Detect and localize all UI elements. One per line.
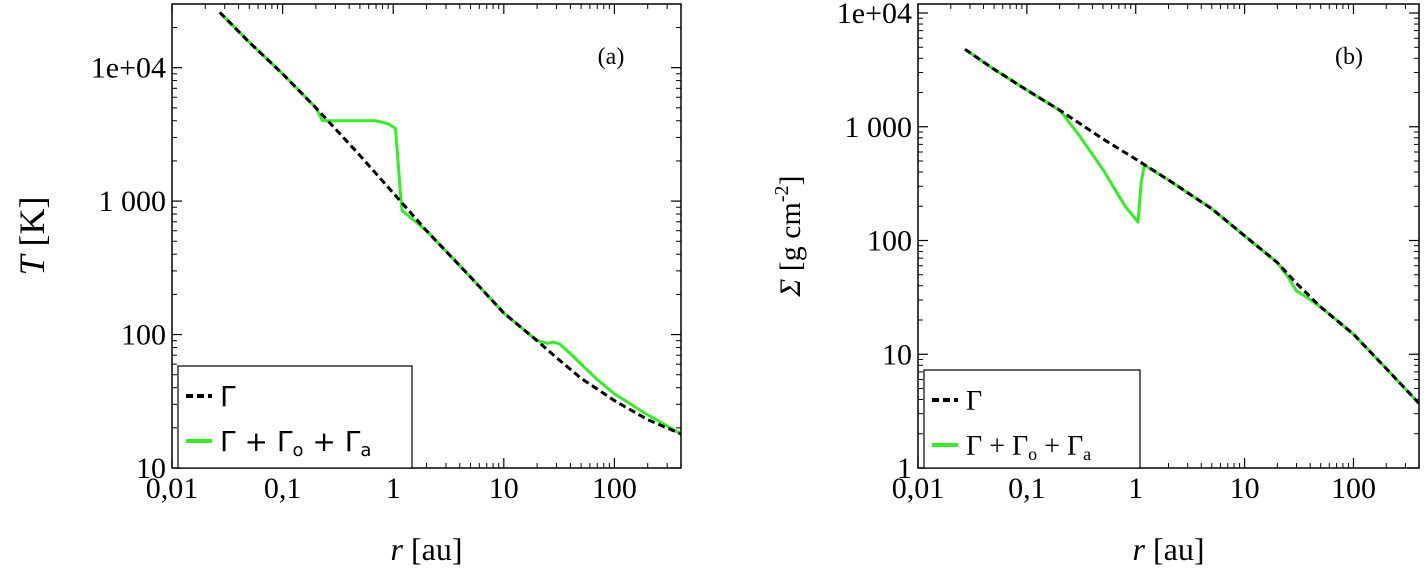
panel-label: (b): [1335, 44, 1363, 70]
y-tick-label: 100: [867, 225, 912, 258]
x-tick-label: 0,01: [146, 472, 199, 505]
y-axis-title: T [K]: [12, 196, 52, 275]
legend-label: Γ + Γo + Γa: [220, 425, 371, 461]
legend-label: Γ: [966, 386, 982, 417]
x-tick-label: 10: [489, 472, 519, 505]
chart-panel-a: 0,01 0,1 1 10 100 10 100 1 000 1e+04 (a) r [au] T […: [12, 3, 682, 567]
legend-box: [177, 365, 413, 469]
x-tick-label: 1: [1128, 472, 1143, 505]
panel-label: (a): [598, 44, 625, 70]
x-tick-label: 0,1: [1008, 472, 1046, 505]
x-tick-label: 10: [1230, 472, 1260, 505]
y-tick-label: 1: [897, 452, 912, 485]
y-tick-label: 1e+04: [837, 0, 912, 30]
x-tick-label: 100: [592, 472, 637, 505]
legend-box: [923, 369, 1141, 469]
y-tick-label: 1 000: [99, 185, 167, 218]
y-tick-label: 10: [882, 338, 912, 371]
series-gamma-line: [218, 11, 682, 436]
x-tick-label: 0,1: [264, 472, 302, 505]
y-tick-label: 1e+04: [91, 52, 166, 85]
x-tick-label: 1: [386, 472, 401, 505]
series-gamma-line: [964, 48, 1421, 405]
y-tick-label: 100: [121, 319, 166, 352]
x-axis-title: r [au]: [1133, 531, 1205, 567]
chart-panel-b: 0,01 0,1 1 10 100 1 10 100 1 000 1e+04 (b) r [au] Σ …: [771, 0, 1421, 567]
x-tick-label: 0,01: [892, 472, 945, 505]
series-gamma-total-line: [964, 48, 1421, 405]
y-axis-title: Σ [g cm-2]: [771, 175, 807, 297]
legend-label: Γ: [220, 380, 236, 413]
y-tick-label: 1 000: [845, 111, 913, 144]
x-axis-title: r [au]: [391, 531, 463, 567]
legend-label: Γ + Γo + Γa: [966, 431, 1091, 464]
y-tick-label: 10: [136, 452, 166, 485]
x-tick-label: 100: [1331, 472, 1376, 505]
